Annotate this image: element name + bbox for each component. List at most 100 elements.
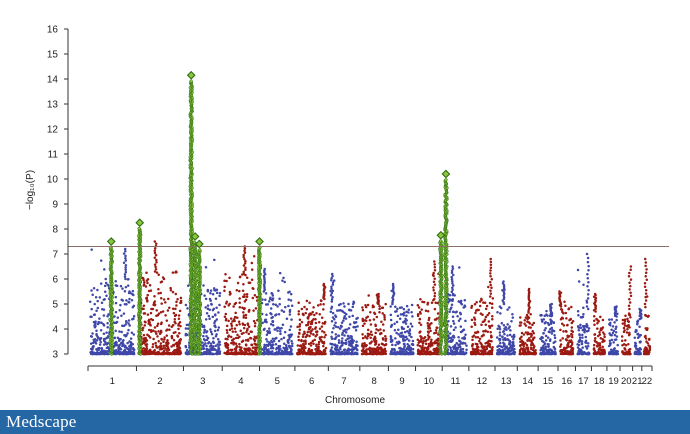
snp-point [498, 305, 502, 308]
snp-point [348, 323, 352, 326]
snp-point [238, 306, 242, 309]
snp-point [578, 336, 582, 340]
snp-point [436, 301, 439, 305]
snp-point [608, 332, 611, 335]
snp-point [315, 333, 319, 336]
snp-point [543, 329, 546, 332]
snp-point [215, 291, 219, 295]
snp-point [334, 333, 338, 336]
snp-point [620, 339, 624, 342]
snp-point [406, 342, 409, 346]
snp-point [488, 301, 492, 305]
snp-point [375, 315, 379, 319]
snp-point [624, 314, 627, 317]
snp-point [214, 334, 218, 338]
chromosome-9-points [389, 282, 415, 356]
snp-point [553, 348, 557, 351]
snp-point [309, 325, 312, 329]
snp-point [300, 345, 303, 348]
snp-point [646, 350, 650, 353]
snp-point [402, 334, 405, 337]
snp-point [452, 319, 455, 323]
snp-point [345, 312, 348, 316]
snp-point [586, 307, 590, 311]
snp-point [626, 317, 629, 321]
snp-point [426, 330, 430, 333]
snp-point [185, 323, 189, 327]
snp-point [481, 345, 485, 348]
snp-point [400, 306, 403, 309]
snp-point [95, 339, 99, 342]
snp-point [541, 351, 545, 355]
snp-point [577, 340, 580, 343]
snp-point [277, 346, 280, 350]
snp-point [242, 272, 246, 276]
snp-point [519, 316, 522, 319]
snp-point [410, 303, 414, 307]
snp-point [144, 321, 147, 324]
snp-point [309, 341, 313, 345]
snp-point [377, 343, 381, 347]
snp-point [465, 348, 468, 352]
snp-point [159, 329, 163, 333]
snp-point [209, 342, 213, 345]
snp-point [162, 344, 166, 347]
snp-point [626, 319, 630, 323]
snp-point [124, 250, 127, 253]
snp-point [124, 277, 127, 281]
snp-point [236, 333, 239, 337]
snp-point [645, 328, 649, 332]
snp-point [243, 247, 247, 250]
snp-point [501, 348, 505, 352]
snp-point [141, 326, 145, 330]
snp-point [296, 344, 300, 347]
snp-point [581, 352, 584, 356]
snp-point [374, 331, 377, 335]
snp-point [93, 302, 96, 306]
snp-point [300, 307, 304, 311]
snp-point [201, 341, 204, 344]
snp-point [521, 349, 525, 352]
snp-point [449, 325, 453, 328]
snp-point [320, 350, 323, 354]
snp-point [177, 327, 180, 331]
chromosome-22-points [642, 257, 652, 356]
snp-point [511, 340, 515, 344]
snp-point [524, 324, 528, 327]
snp-point [373, 311, 376, 315]
snp-point [373, 343, 377, 346]
snp-point [204, 297, 208, 301]
snp-point [332, 326, 335, 330]
snp-point [173, 317, 177, 321]
snp-point [499, 341, 502, 345]
snp-point [560, 308, 564, 311]
snp-point [253, 342, 256, 345]
snp-point [223, 285, 226, 289]
snp-point [585, 347, 589, 350]
snp-point [508, 325, 511, 328]
snp-point [430, 301, 434, 305]
snp-point [433, 263, 436, 266]
snp-point [211, 308, 215, 312]
snp-point [541, 320, 544, 323]
snp-point [148, 336, 152, 339]
snp-point [312, 333, 315, 336]
snp-point [344, 317, 348, 320]
snp-point [498, 337, 502, 341]
snp-point [145, 279, 149, 282]
snp-point [586, 272, 589, 276]
snp-point [132, 348, 136, 352]
snp-point [247, 352, 250, 356]
snp-point [330, 320, 334, 323]
snp-point [611, 331, 615, 335]
snp-point [118, 346, 122, 350]
snp-point [482, 301, 485, 304]
snp-point [507, 347, 510, 351]
snp-point [563, 300, 566, 304]
snp-point [611, 325, 615, 328]
snp-point [629, 284, 632, 288]
snp-point [165, 348, 168, 352]
snp-point [628, 331, 631, 335]
snp-point [349, 344, 353, 348]
snp-point [533, 336, 536, 339]
